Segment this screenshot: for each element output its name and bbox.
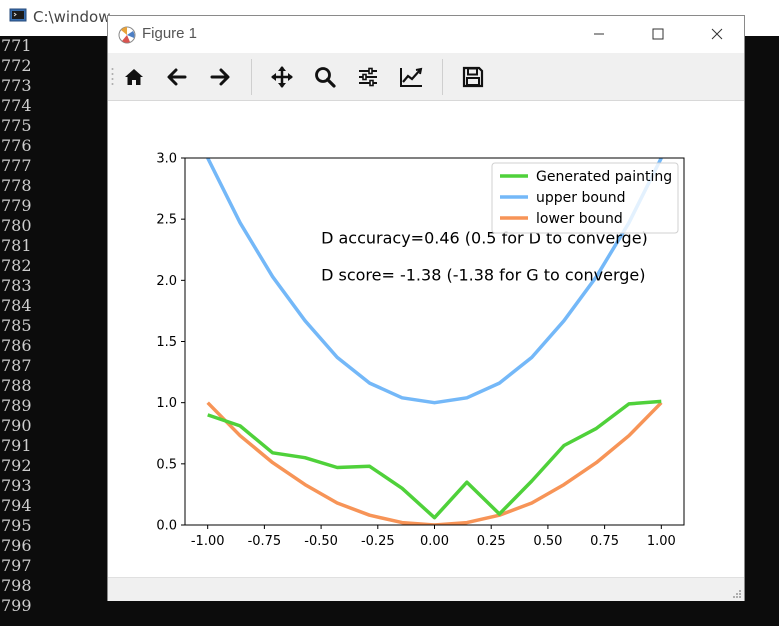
console-line: 796 [1, 536, 32, 555]
figure-window: Figure 1 [107, 15, 745, 601]
edit-axes-icon [400, 67, 423, 87]
series-line-1 [206, 158, 663, 405]
forward-icon [210, 68, 230, 86]
x-tick-label: 0.25 [477, 534, 506, 549]
back-icon [167, 68, 187, 86]
figure-title: Figure 1 [142, 25, 198, 42]
x-tick-label: 0.75 [590, 534, 619, 549]
maximize-icon [652, 28, 664, 40]
legend-box [491, 162, 679, 234]
resize-grip[interactable] [732, 589, 742, 599]
console-line: 774 [1, 96, 32, 115]
console-line: 772 [1, 56, 32, 75]
y-tick-label: 0.5 [156, 457, 177, 472]
x-tick-label: -0.50 [304, 534, 338, 549]
console-line: 784 [1, 296, 32, 315]
legend-label: upper bound [536, 190, 626, 206]
toolbar-separator [442, 59, 443, 95]
matplotlib-icon [118, 26, 136, 44]
x-tick-label: 1.00 [647, 534, 676, 549]
console-line: 781 [1, 236, 32, 255]
back-button[interactable] [162, 62, 192, 92]
console-line: 794 [1, 496, 32, 515]
forward-button[interactable] [205, 62, 235, 92]
console-line: 777 [1, 156, 32, 175]
console-line: 775 [1, 116, 32, 135]
figure-canvas[interactable]: -1.00 -0.75 -0.50 -0.25 0.00 0.25 0.50 0.75 1.00… [108, 101, 744, 577]
status-bar [108, 577, 744, 601]
legend-label: lower bound [536, 211, 623, 227]
y-tick-label: 2.5 [156, 213, 177, 228]
console-output: 771 772 773 774 775 776 777 778 779 780 781 782 783 7… [0, 36, 106, 616]
y-tick-label: 1.0 [156, 396, 177, 411]
console-line: 785 [1, 316, 32, 335]
console-line: 783 [1, 276, 32, 295]
console-line: 795 [1, 516, 32, 535]
console-line: 786 [1, 336, 32, 355]
console-line: 797 [1, 556, 32, 575]
minimize-icon [594, 33, 604, 35]
console-line: 776 [1, 136, 32, 155]
maximize-button[interactable] [629, 16, 687, 52]
console-line: 787 [1, 356, 32, 375]
console-scrollbar[interactable] [747, 36, 779, 626]
pan-icon [271, 66, 293, 88]
configure-subplots-button[interactable] [353, 62, 383, 92]
console-line: 778 [1, 176, 32, 195]
line-chart: -1.00 -0.75 -0.50 -0.25 0.00 0.25 0.50 0.75 1.00… [156, 152, 685, 549]
edit-axes-button[interactable] [396, 62, 426, 92]
figure-titlebar[interactable]: Figure 1 [108, 16, 744, 53]
console-line: 773 [1, 76, 32, 95]
y-tick-label: 1.5 [156, 335, 177, 350]
x-tick-label: -1.00 [191, 534, 225, 549]
close-button[interactable] [688, 16, 746, 52]
home-icon [125, 69, 143, 85]
console-line: 798 [1, 576, 32, 595]
home-button[interactable] [119, 62, 149, 92]
save-icon [462, 66, 484, 88]
legend-label: Generated painting [536, 169, 672, 185]
console-line: 799 [1, 596, 32, 615]
series-line-0 [207, 399, 662, 520]
configure-subplots-icon [359, 67, 377, 87]
console-line: 780 [1, 216, 32, 235]
console-line: 793 [1, 476, 32, 495]
y-tick-label: 0.0 [156, 519, 177, 534]
zoom-icon [315, 67, 336, 88]
console-line: 771 [1, 36, 32, 55]
pan-button[interactable] [267, 62, 297, 92]
x-tick-label: 0.50 [533, 534, 562, 549]
minimize-button[interactable] [570, 16, 628, 52]
console-line: 790 [1, 416, 32, 435]
zoom-button[interactable] [310, 62, 340, 92]
annotation-text: D score= -1.38 (-1.38 for G to converge) [321, 265, 645, 284]
x-tick-label: -0.25 [361, 534, 395, 549]
console-app-icon [9, 8, 27, 22]
series-line-2 [206, 401, 663, 525]
console-line: 782 [1, 256, 32, 275]
console-line: 788 [1, 376, 32, 395]
console-line: 791 [1, 436, 32, 455]
y-tick-label: 2.0 [156, 274, 177, 289]
save-button[interactable] [458, 62, 488, 92]
console-line: 792 [1, 456, 32, 475]
toolbar-grip [111, 68, 114, 85]
console-line: 789 [1, 396, 32, 415]
console-title: C:\window [33, 8, 111, 26]
y-tick-label: 3.0 [156, 152, 177, 167]
x-tick-label: 0.00 [420, 534, 449, 549]
toolbar-separator [251, 59, 252, 95]
x-tick-label: -0.75 [248, 534, 282, 549]
close-icon [711, 28, 723, 40]
console-line: 779 [1, 196, 32, 215]
navigation-toolbar [108, 53, 744, 101]
